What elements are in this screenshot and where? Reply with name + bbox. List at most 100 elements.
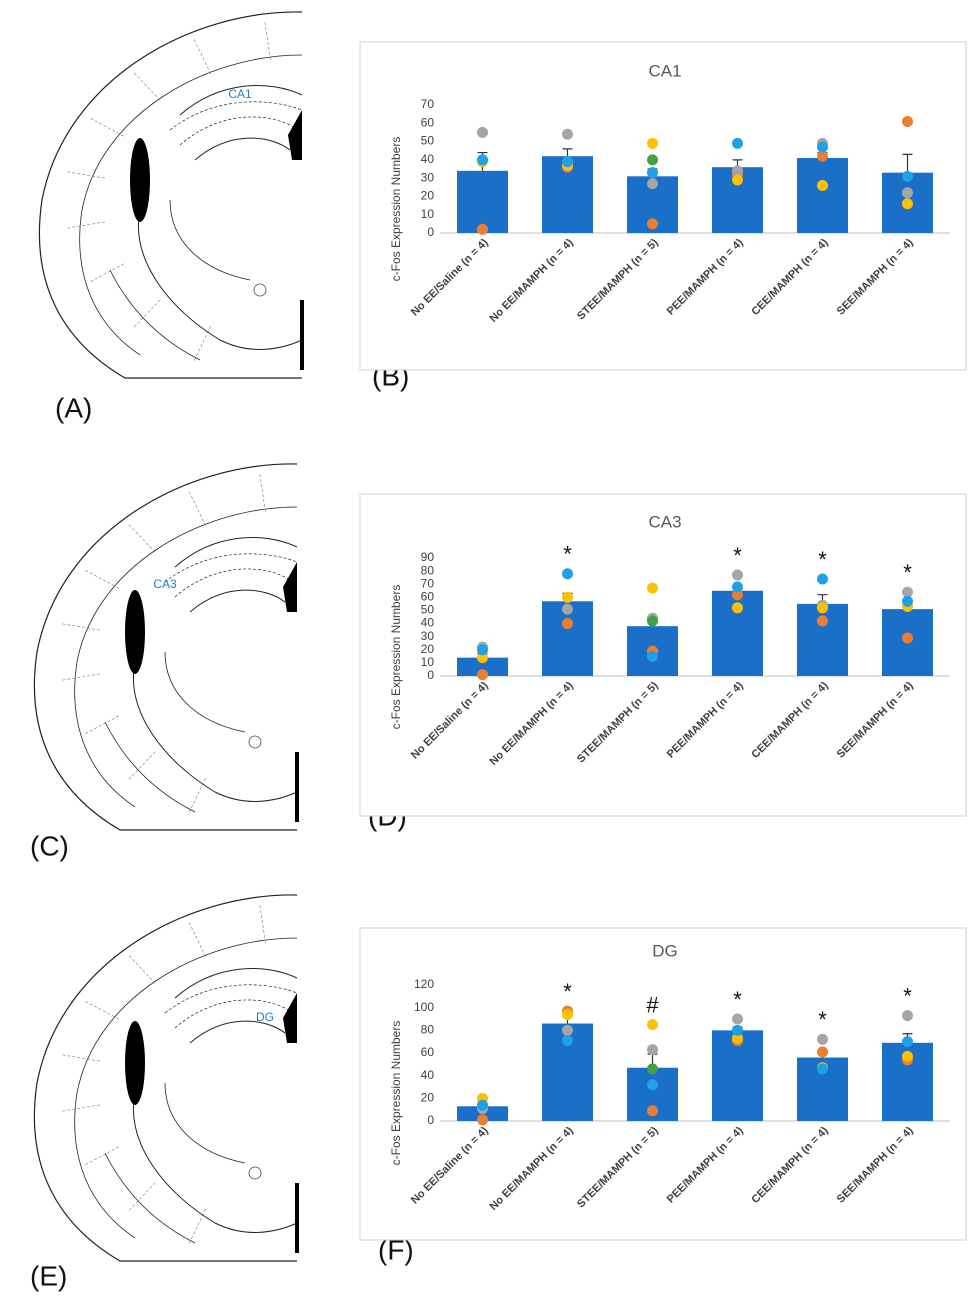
y-tick-label: 70 (421, 576, 435, 590)
data-point (817, 1033, 828, 1045)
outline (174, 968, 298, 999)
outline (79, 54, 303, 356)
cortex-line (264, 22, 272, 62)
y-tick-label: 50 (421, 134, 435, 148)
data-point (902, 1010, 913, 1022)
outline (33, 463, 298, 831)
outline (164, 651, 246, 733)
ventricle (283, 993, 297, 1043)
midline (295, 752, 299, 822)
y-tick-label: 80 (421, 1023, 435, 1037)
data-point (477, 1114, 488, 1126)
significance-marker: * (903, 560, 912, 585)
outline (74, 506, 298, 808)
y-tick-label: 100 (414, 1000, 434, 1014)
chart-title: DG (652, 941, 678, 960)
data-point (647, 1105, 658, 1117)
region-label: CA3 (153, 577, 177, 591)
outline (104, 1152, 196, 1244)
cortex-line (193, 324, 212, 361)
bar (457, 170, 508, 233)
midline (300, 300, 304, 370)
cortex-line (259, 474, 267, 514)
midline (295, 1183, 299, 1253)
cortex-line (128, 524, 157, 554)
cortex-line (62, 1054, 101, 1062)
y-tick-label: 80 (421, 563, 435, 577)
y-tick-label: 0 (427, 668, 434, 682)
data-point (477, 154, 488, 166)
y-tick-label: 0 (427, 1113, 434, 1127)
data-point (647, 650, 658, 662)
data-point (647, 582, 658, 594)
data-point (477, 223, 488, 235)
data-point (562, 1008, 573, 1020)
data-point (732, 174, 743, 186)
brain-diagram (33, 894, 299, 1262)
data-point (477, 1099, 488, 1111)
y-tick-label: 10 (421, 655, 435, 669)
cortex-line (62, 1104, 101, 1112)
data-point (732, 581, 743, 593)
data-point (562, 568, 573, 580)
significance-marker: * (563, 542, 572, 567)
y-tick-label: 60 (421, 590, 435, 604)
y-tick-label: 20 (421, 1091, 435, 1105)
outline (164, 984, 298, 1014)
y-tick-label: 50 (421, 603, 435, 617)
data-point (647, 1079, 658, 1091)
data-point (732, 589, 743, 601)
cortex-line (67, 221, 106, 229)
cortex-line (259, 905, 267, 945)
data-point (817, 1046, 828, 1058)
data-point (817, 573, 828, 585)
bar (797, 158, 848, 233)
region-label: DG (256, 1010, 274, 1024)
data-point (477, 652, 488, 664)
outline (169, 199, 251, 281)
data-point (732, 1032, 743, 1044)
outline (133, 1092, 298, 1233)
data-point (647, 218, 658, 230)
data-point (902, 170, 913, 182)
data-point (902, 1050, 913, 1062)
data-point (902, 187, 913, 199)
data-point (562, 128, 573, 140)
panel-label: (A) (55, 392, 92, 423)
data-point (732, 1024, 743, 1036)
data-point (477, 669, 488, 681)
outline (179, 116, 296, 146)
data-point (562, 1035, 573, 1047)
y-tick-label: 40 (421, 616, 435, 630)
region-label: CA1 (228, 87, 252, 101)
cortex-line (85, 1001, 120, 1020)
y-tick-label: 0 (427, 225, 434, 239)
y-tick-label: 20 (421, 189, 435, 203)
y-axis-label: c-Fos Expression Numbers (389, 137, 403, 282)
ventricle (283, 562, 297, 612)
ventricle (125, 590, 145, 674)
data-point (732, 165, 743, 177)
outline (138, 209, 303, 350)
data-point (902, 198, 913, 210)
data-point (902, 632, 913, 644)
data-point (817, 602, 828, 614)
data-point (562, 1024, 573, 1036)
significance-marker: * (818, 1007, 827, 1032)
data-point (732, 602, 743, 614)
outline (189, 1020, 286, 1044)
outline (174, 999, 291, 1029)
outline (164, 553, 298, 583)
cortex-line (133, 298, 162, 328)
data-point (647, 154, 658, 166)
error-bar (902, 153, 913, 173)
data-point (902, 586, 913, 598)
outline (169, 101, 303, 131)
outline (174, 537, 298, 568)
outline (109, 269, 201, 361)
structure (248, 1166, 262, 1180)
ventricle (288, 110, 302, 160)
data-point (902, 595, 913, 607)
data-point (732, 1013, 743, 1025)
